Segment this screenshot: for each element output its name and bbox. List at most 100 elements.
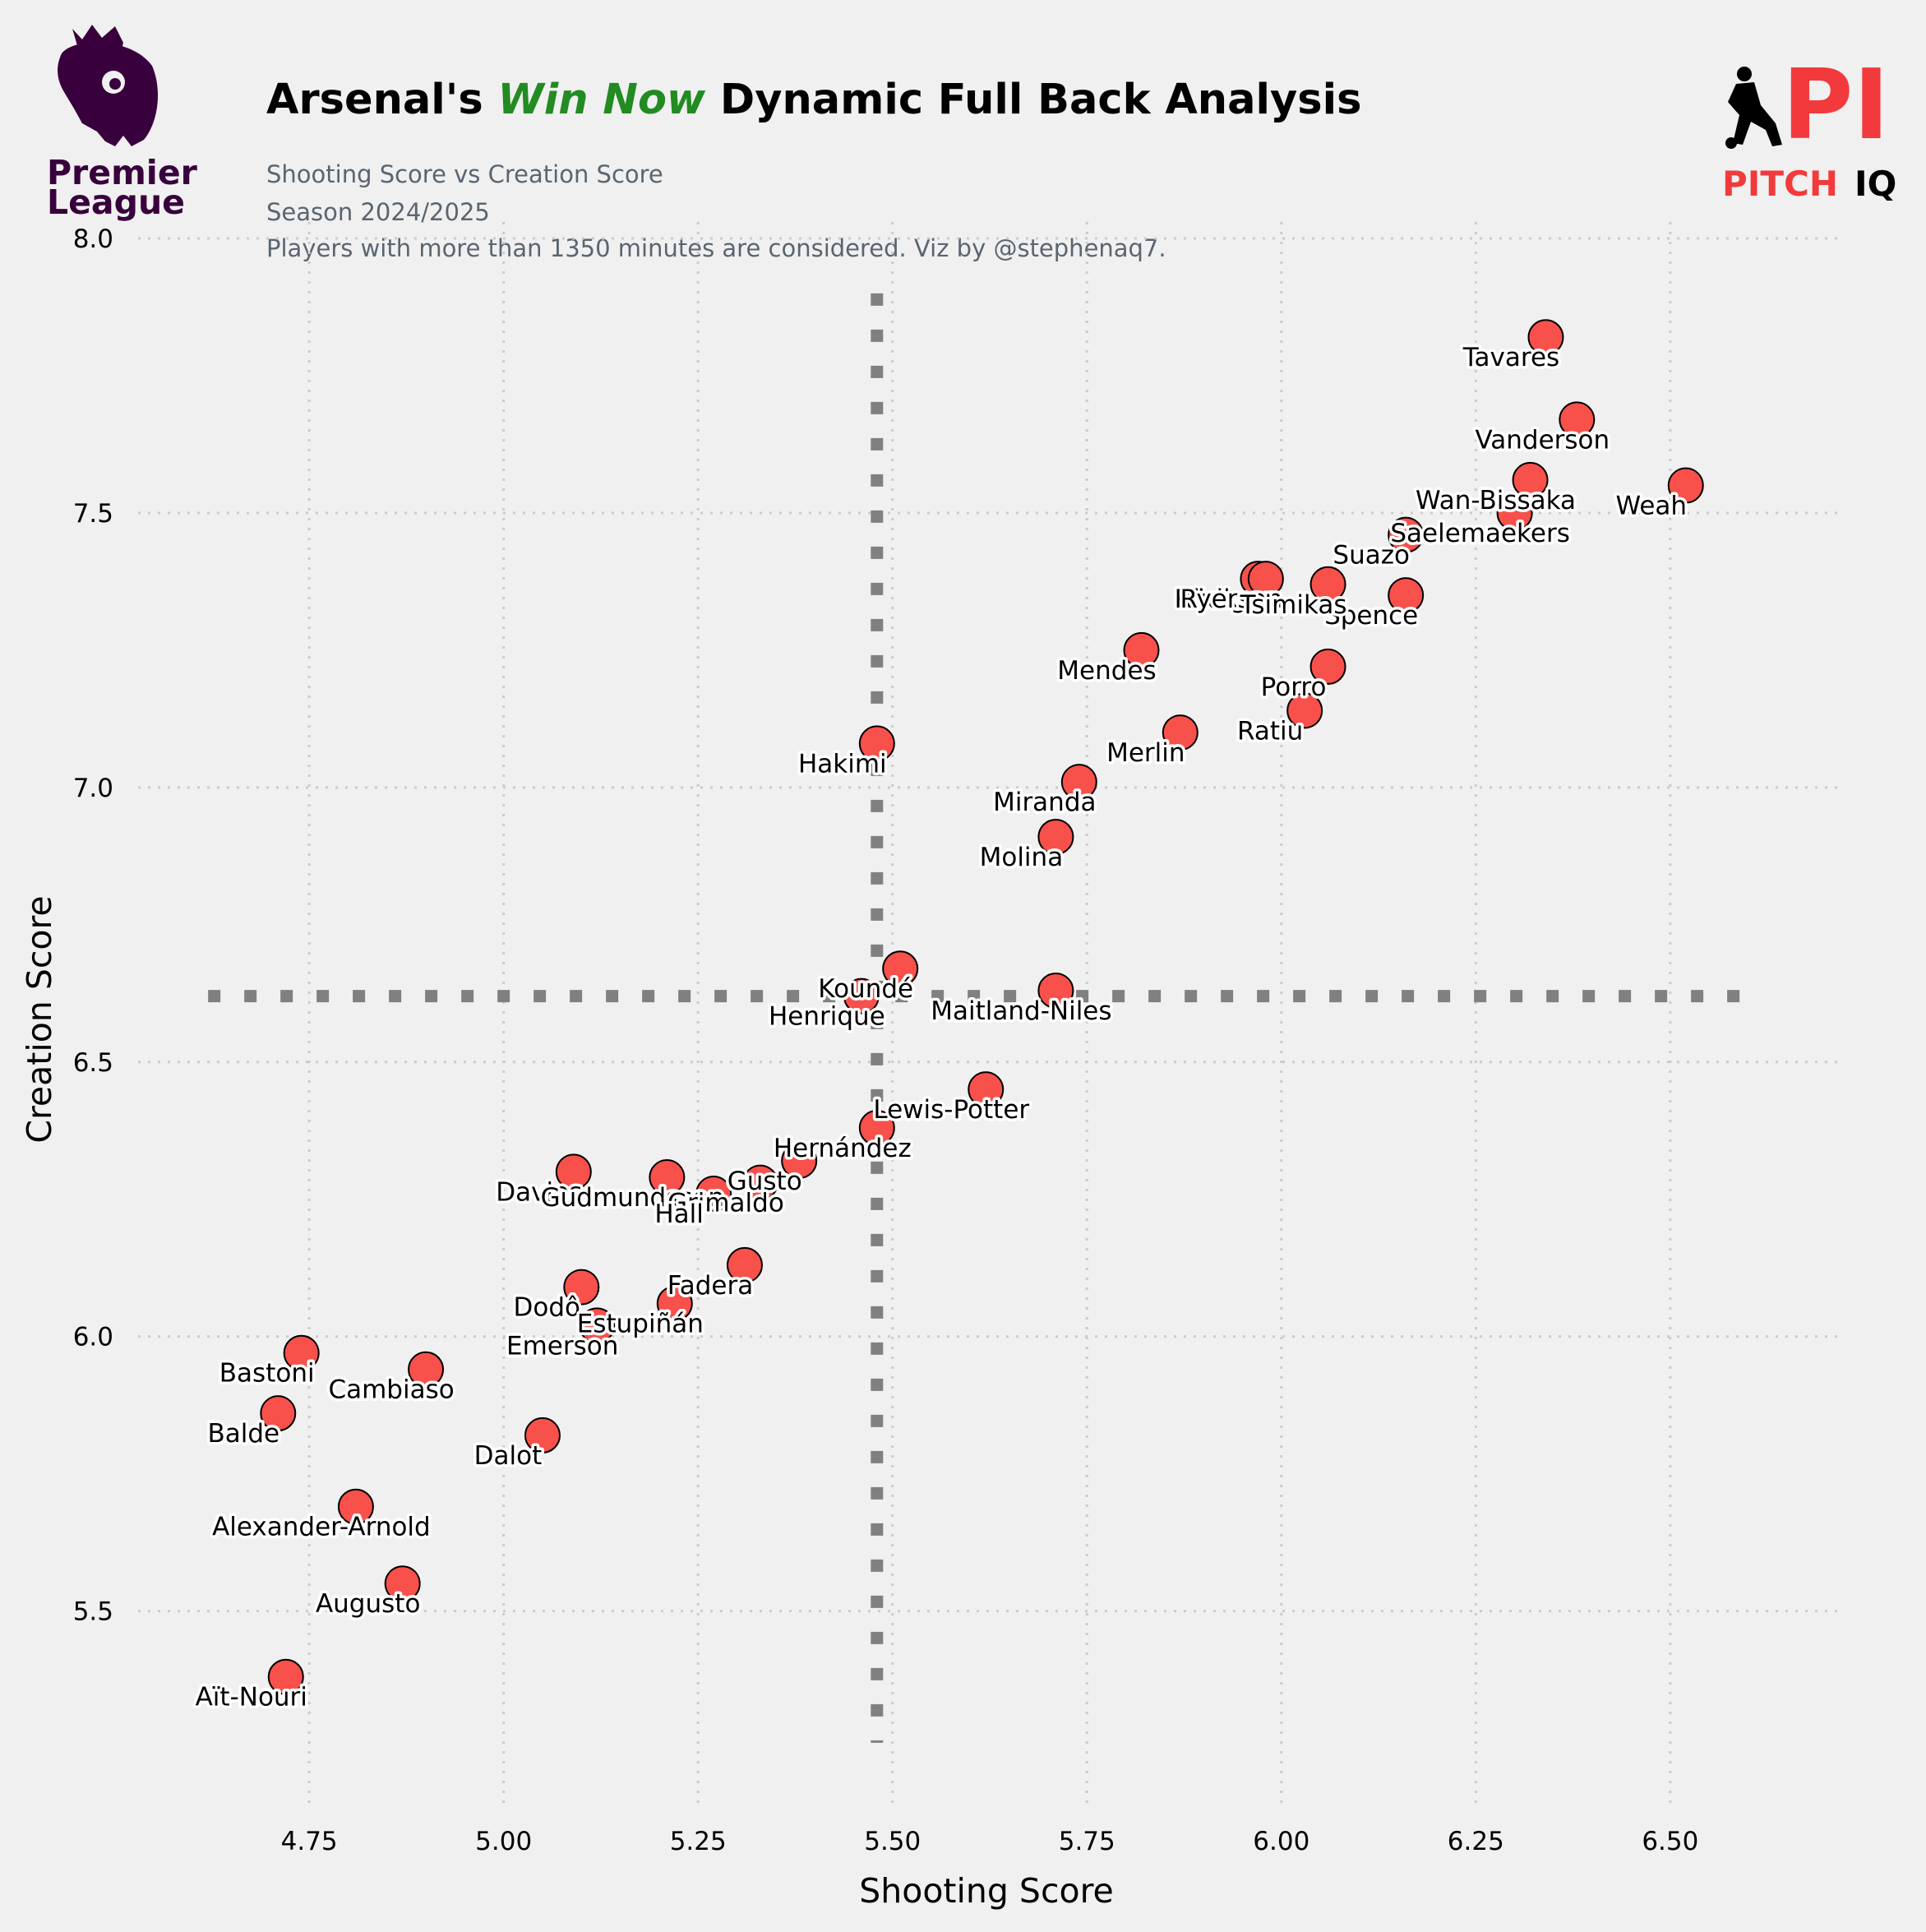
point-label: Wan-Bissaka: [1416, 486, 1576, 515]
point-label: Ryerson: [1180, 585, 1282, 614]
data-point: [1388, 516, 1425, 553]
data-point: [726, 1246, 763, 1283]
subtitle-line-3: Players with more than 1350 minutes are …: [266, 234, 1166, 262]
grid-lines: [138, 222, 1841, 1809]
point-label: Gudmundsson: [541, 1183, 724, 1213]
point-label: Tavares: [1462, 343, 1559, 372]
league-logo-line1: Premier: [47, 153, 198, 192]
x-tick-label: 5.00: [475, 1827, 532, 1856]
data-point: [1037, 818, 1074, 855]
point-label: Spence: [1324, 601, 1418, 631]
x-axis-label: Shooting Score: [859, 1871, 1114, 1911]
point-label: Emerson: [506, 1331, 618, 1361]
data-point: [781, 1142, 818, 1179]
x-tick-label: 5.50: [864, 1827, 921, 1856]
data-point: [858, 1109, 895, 1146]
brand-pi: PI: [1782, 48, 1889, 161]
point-label: Estupiñán: [577, 1310, 704, 1339]
point-label: Lewis-Potter: [873, 1095, 1029, 1125]
point-label: Ratiu: [1237, 716, 1303, 746]
x-tick-label: 6.00: [1253, 1827, 1309, 1856]
data-point: [1512, 461, 1549, 498]
footballer-icon: [1725, 67, 1782, 149]
point-label: Alexander-Arnold: [212, 1513, 431, 1542]
data-point: [337, 1488, 374, 1525]
data-point: [408, 1351, 445, 1388]
data-point: [1286, 692, 1323, 729]
x-tick-label: 5.25: [670, 1827, 727, 1856]
point-label: Hernández: [774, 1134, 912, 1163]
data-point: [1559, 401, 1596, 438]
x-tick-label: 6.50: [1642, 1827, 1698, 1856]
league-logo-line2: League: [47, 183, 185, 222]
x-tick-label: 6.25: [1448, 1827, 1504, 1856]
data-point: [741, 1164, 778, 1201]
title-part-2: Dynamic Full Back Analysis: [705, 76, 1361, 124]
point-label: Molina: [980, 843, 1064, 872]
x-tick-label: 4.75: [281, 1827, 338, 1856]
x-tick-label: 5.75: [1059, 1827, 1115, 1856]
data-point: [1123, 631, 1160, 668]
data-point: [260, 1395, 297, 1432]
data-point: [882, 950, 919, 987]
point-label: Weah: [1615, 492, 1687, 521]
point-label: Fadera: [667, 1271, 753, 1301]
brand-pitch: PITCH: [1722, 164, 1838, 204]
y-axis-ticks: 5.5 6.0 6.5 7.0 7.5 8.0: [73, 224, 113, 1627]
y-tick-label: 6.5: [73, 1048, 113, 1078]
subtitle-line-2: Season 2024/2025: [266, 198, 490, 226]
point-label: Tsimikas: [1240, 590, 1347, 620]
point-label: Balde: [207, 1419, 279, 1449]
point-label: Hakimi: [798, 749, 887, 779]
data-point: [1162, 714, 1199, 751]
data-point: [843, 978, 880, 1015]
data-point: [267, 1658, 304, 1695]
brand-iq: IQ: [1854, 164, 1896, 204]
point-label: Aït-Nouri: [196, 1683, 307, 1712]
point-label: Mendes: [1057, 656, 1156, 686]
lion-crest-icon: [58, 25, 159, 146]
data-point: [1247, 561, 1284, 598]
point-label: Dodô: [514, 1293, 580, 1323]
data-point: [1388, 577, 1425, 614]
median-reference-lines: [208, 293, 1748, 1743]
data-point: [1527, 319, 1564, 356]
data-point: [555, 1153, 592, 1190]
data-point: [1309, 566, 1346, 603]
point-label: Davies: [496, 1177, 582, 1207]
y-tick-label: 6.0: [73, 1323, 113, 1352]
x-axis-ticks: 4.75 5.00 5.25 5.50 5.75 6.00 6.25 6.50: [281, 1827, 1699, 1856]
point-label: Augusto: [316, 1589, 420, 1619]
data-point: [858, 725, 895, 762]
data-point: [695, 1176, 732, 1213]
data-point: [1060, 764, 1097, 801]
data-point: [1496, 494, 1533, 531]
data-point: [524, 1417, 561, 1454]
point-label: Bastoni: [219, 1359, 315, 1389]
data-point: [656, 1285, 693, 1322]
y-tick-label: 8.0: [73, 224, 113, 254]
data-point: [563, 1269, 600, 1306]
point-label: Rüdiger: [1175, 585, 1273, 614]
pitch-iq-logo: PI PITCH IQ: [1722, 48, 1896, 204]
data-point: [1309, 648, 1346, 685]
point-label: Grimaldo: [667, 1189, 784, 1218]
title-part-1: Arsenal's: [266, 76, 498, 124]
point-label: Vanderson: [1475, 425, 1610, 455]
data-point: [1037, 972, 1074, 1009]
data-point: [649, 1159, 686, 1196]
data-point: [579, 1307, 616, 1344]
point-labels: Tavares Vanderson Weah Wan-Bissaka Saelemaek…: [192, 340, 1689, 1715]
point-label: Merlin: [1106, 738, 1185, 768]
title-accent: Win Now: [498, 76, 707, 124]
point-label: Henrique: [769, 1002, 885, 1032]
data-point: [968, 1071, 1005, 1108]
point-label: Gusto: [727, 1167, 802, 1196]
point-label: Suazo: [1332, 541, 1410, 571]
point-label: Maitland-Niles: [931, 996, 1111, 1026]
data-point: [283, 1334, 320, 1371]
y-axis-label: Creation Score: [20, 895, 59, 1143]
point-label: Hall: [654, 1199, 704, 1229]
subtitle-line-1: Shooting Score vs Creation Score: [266, 160, 663, 188]
